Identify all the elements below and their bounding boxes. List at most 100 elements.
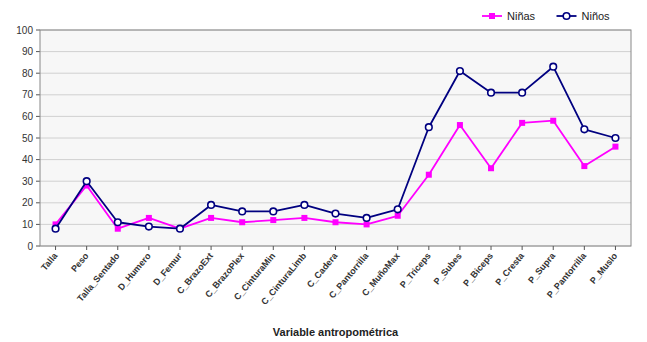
x-tick-label: Talla_Sentado xyxy=(75,251,122,304)
point-marker xyxy=(301,215,307,221)
grid-line xyxy=(40,51,631,52)
y-tick-label: 10 xyxy=(22,219,34,230)
point-marker xyxy=(332,210,339,217)
x-tick xyxy=(304,246,305,250)
legend: Niñas Niños xyxy=(482,10,610,22)
series-line xyxy=(56,67,616,229)
y-tick xyxy=(36,224,40,225)
point-marker xyxy=(115,226,121,232)
grid-line xyxy=(40,94,631,95)
x-tick xyxy=(584,246,585,250)
grid-line xyxy=(40,202,631,203)
x-axis: TallaPesoTalla_SentadoD_HumeroD_FemurC_B… xyxy=(39,246,620,307)
x-tick xyxy=(522,246,523,250)
point-marker xyxy=(301,202,308,209)
y-tick-label: 100 xyxy=(16,25,33,36)
point-marker xyxy=(83,178,90,185)
x-tick-label: D_Femur xyxy=(151,251,184,288)
y-tick-label: 30 xyxy=(22,176,34,187)
point-marker xyxy=(146,215,152,221)
grid-line xyxy=(40,116,631,117)
point-marker xyxy=(146,223,153,230)
x-tick xyxy=(615,246,616,250)
y-tick xyxy=(36,181,40,182)
chart: 0102030405060708090100TallaPesoTalla_Sen… xyxy=(0,0,647,342)
x-tick xyxy=(553,246,554,250)
x-tick xyxy=(491,246,492,250)
x-tick-label: P_Biceps xyxy=(461,251,495,288)
x-tick-label: Talla xyxy=(39,250,60,272)
y-tick-label: 90 xyxy=(22,46,34,57)
point-marker xyxy=(612,144,618,150)
x-tick xyxy=(211,246,212,250)
point-marker xyxy=(426,172,432,178)
x-tick-label: P_Cresta xyxy=(493,250,526,287)
legend-marker xyxy=(563,13,570,20)
point-marker xyxy=(519,120,525,126)
point-marker xyxy=(239,208,246,215)
grid-line xyxy=(40,73,631,74)
point-marker xyxy=(52,225,59,232)
x-tick xyxy=(179,246,180,250)
point-marker xyxy=(270,217,276,223)
point-marker xyxy=(550,118,556,124)
point-marker xyxy=(519,89,526,96)
legend-label: Niñas xyxy=(507,10,536,22)
point-marker xyxy=(612,135,619,142)
point-marker xyxy=(208,202,215,209)
x-tick xyxy=(459,246,460,250)
plot-background xyxy=(40,30,631,246)
x-tick-label: P_Pantorrilla xyxy=(545,250,589,300)
x-tick xyxy=(55,246,56,250)
y-tick xyxy=(36,138,40,139)
y-tick-label: 80 xyxy=(22,68,34,79)
x-tick-label: P_Triceps xyxy=(398,251,433,290)
y-tick-label: 40 xyxy=(22,154,34,165)
series-line xyxy=(56,121,616,229)
point-marker xyxy=(208,215,214,221)
y-tick xyxy=(36,73,40,74)
legend-label: Niños xyxy=(582,10,611,22)
x-tick xyxy=(148,246,149,250)
point-marker xyxy=(394,206,401,213)
point-marker xyxy=(333,219,339,225)
x-tick xyxy=(366,246,367,250)
grid-line xyxy=(40,159,631,160)
point-marker xyxy=(488,89,495,96)
point-marker xyxy=(581,126,588,133)
point-marker xyxy=(395,213,401,219)
x-tick xyxy=(86,246,87,250)
point-marker xyxy=(363,215,370,222)
point-marker xyxy=(177,226,183,232)
y-tick-label: 0 xyxy=(27,241,33,252)
grid-line xyxy=(40,181,631,182)
grid-line xyxy=(40,138,631,139)
x-tick xyxy=(397,246,398,250)
y-tick xyxy=(36,202,40,203)
y-tick-label: 70 xyxy=(22,89,34,100)
chart-container: 0102030405060708090100TallaPesoTalla_Sen… xyxy=(0,0,647,342)
x-tick-label: P_Muslo xyxy=(588,251,620,286)
point-marker xyxy=(239,219,245,225)
x-tick-label: P_Supra xyxy=(526,250,558,285)
x-tick xyxy=(117,246,118,250)
plot-data xyxy=(52,63,618,232)
y-tick-label: 20 xyxy=(22,197,34,208)
x-axis-label: Variable antropométrica xyxy=(273,326,399,338)
x-tick-label: P_Subes xyxy=(432,251,464,287)
point-marker xyxy=(488,165,494,171)
point-marker xyxy=(114,219,121,226)
y-axis: 0102030405060708090100 xyxy=(16,25,631,252)
point-marker xyxy=(177,225,184,232)
point-marker xyxy=(457,68,464,75)
x-tick-label: C_MuñoMax xyxy=(360,251,402,298)
point-marker xyxy=(364,221,370,227)
point-marker xyxy=(581,163,587,169)
y-tick xyxy=(36,159,40,160)
y-tick xyxy=(36,30,40,31)
y-tick xyxy=(36,116,40,117)
point-marker xyxy=(457,122,463,128)
point-marker xyxy=(550,63,557,70)
x-tick xyxy=(335,246,336,250)
y-tick xyxy=(36,246,40,247)
